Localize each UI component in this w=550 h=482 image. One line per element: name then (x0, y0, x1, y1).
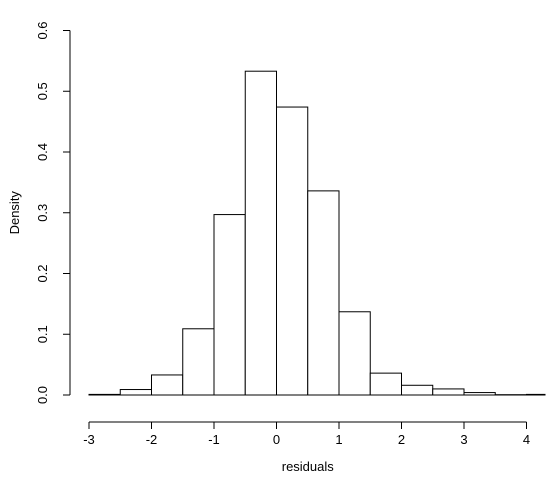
y-tick-label: 0.0 (35, 386, 50, 404)
y-tick-label: 0.2 (35, 264, 50, 282)
histogram-bars (88, 70, 546, 396)
y-tick-label: 0.1 (35, 325, 50, 343)
x-tick-label: 0 (273, 432, 280, 447)
x-tick-label: 4 (523, 432, 530, 447)
histogram-bar (401, 384, 434, 396)
histogram-bar (119, 389, 152, 396)
histogram-bar (307, 190, 340, 396)
histogram-bar (432, 388, 465, 396)
x-tick-label: -2 (146, 432, 158, 447)
y-tick-label: 0.4 (35, 143, 50, 161)
x-tick-label: 2 (398, 432, 405, 447)
y-axis: 0.0 0.1 0.2 0.3 0.4 0.5 0.6 (35, 21, 71, 404)
y-tick-label: 0.6 (35, 21, 50, 39)
y-tick-label: 0.3 (35, 204, 50, 222)
x-tick-label: 3 (460, 432, 467, 447)
histogram-bar (338, 311, 371, 396)
x-tick-label: 1 (335, 432, 342, 447)
x-tick-label: -1 (208, 432, 220, 447)
histogram-bar (182, 328, 215, 396)
histogram-bar (526, 393, 546, 396)
x-tick-label: -3 (83, 432, 95, 447)
y-tick-label: 0.5 (35, 82, 50, 100)
x-axis-title: residuals (282, 459, 335, 474)
histogram-bar (276, 106, 309, 396)
x-axis: -3 -2 -1 0 1 2 3 4 (83, 421, 530, 447)
histogram-bar (213, 214, 246, 396)
y-axis-title: Density (7, 191, 22, 235)
histogram-bar (463, 392, 496, 396)
histogram-bar (151, 374, 184, 396)
histogram-bar (88, 393, 121, 396)
histogram-bar (244, 70, 277, 396)
histogram-bar (369, 372, 402, 396)
